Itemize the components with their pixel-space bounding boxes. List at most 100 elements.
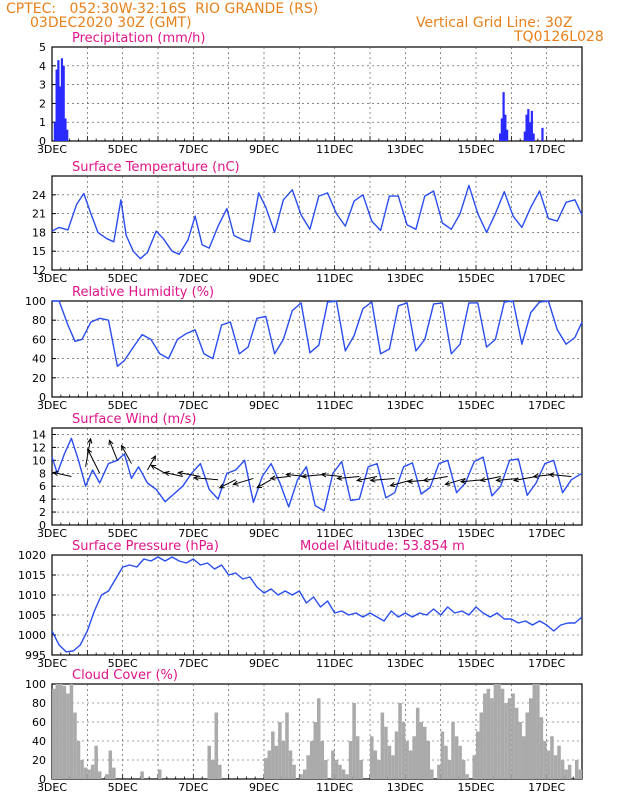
y-tick-label: 1020	[18, 549, 46, 562]
cloud-bar	[550, 736, 554, 779]
wind-arrow-head	[548, 472, 555, 478]
cloud-bar	[444, 745, 448, 779]
cloud-bar	[507, 698, 512, 779]
x-tick-label: 17DEC	[528, 527, 565, 540]
wind-arrow-head	[285, 472, 292, 478]
series-line	[51, 437, 583, 512]
wind-arrow	[146, 455, 156, 471]
cloud-bar	[511, 693, 515, 779]
series-line	[52, 300, 583, 367]
precip-bar	[60, 58, 64, 141]
cloud-bar	[359, 760, 363, 779]
x-tick-label: 5DEC	[108, 143, 138, 156]
cloud-bar	[140, 771, 144, 779]
x-tick-label: 5DEC	[108, 399, 138, 412]
cloud-bar	[288, 750, 293, 779]
x-tick-label: 3DEC	[37, 399, 67, 412]
cloud-bar	[52, 688, 56, 779]
cloud-bar	[440, 731, 445, 779]
cloud-bar	[472, 755, 476, 779]
cloud-bar	[355, 736, 360, 779]
wind-arrow-head	[218, 483, 225, 489]
x-tick-label: 15DEC	[457, 399, 494, 412]
wind-arrow-head	[108, 439, 114, 446]
x-tick-label: 15DEC	[457, 527, 494, 540]
cloud-bar	[94, 745, 98, 779]
cloud-bar	[207, 745, 211, 779]
cloud-bar	[387, 745, 392, 779]
wind-arrow	[164, 472, 183, 477]
y-tick-label: 0	[39, 135, 46, 148]
cloud-bar	[264, 758, 268, 779]
panel-4: 995 1000 1005 1010 1015 1020 3DEC 5DEC 7DEC 9DEC 1…	[18, 539, 583, 670]
x-tick-label: 11DEC	[316, 399, 353, 412]
wind-arrow-head	[52, 470, 59, 476]
wind-arrow-head	[406, 478, 413, 484]
y-tick-label: 995	[25, 649, 46, 662]
cloud-bar	[447, 760, 452, 779]
y-tick-label: 12	[32, 441, 46, 454]
wind-arrow	[53, 472, 72, 477]
wind-arrow	[321, 474, 342, 477]
y-tick-label: 2	[39, 97, 46, 110]
wind-arrow-head	[300, 473, 307, 479]
y-tick-label: 100	[25, 295, 46, 308]
cloud-bar	[483, 693, 487, 779]
cloud-bar	[539, 717, 544, 779]
x-tick-label: 3DEC	[37, 143, 67, 156]
panel-1: 12 15 18 21 24 3DEC 5DEC 7DEC 9DEC 11DEC 13DEC 15DE…	[32, 160, 583, 285]
y-tick-label: 100	[25, 678, 46, 691]
wind-arrow	[496, 477, 519, 481]
x-tick-label: 9DEC	[249, 657, 279, 670]
cloud-bar	[451, 722, 455, 779]
y-tick-label: 21	[32, 208, 46, 221]
precip-bar	[498, 133, 502, 141]
x-tick-label: 7DEC	[178, 657, 208, 670]
wind-arrow-head	[532, 473, 539, 479]
header-date: 03DEC2020 30Z (GMT)	[30, 15, 192, 31]
cloud-bar	[497, 684, 501, 779]
panel-5: 0 20 40 60 80 100 3DEC 5DEC 7DEC 9DEC 11DEC 13DEC 15…	[25, 668, 583, 794]
precip-bar	[53, 122, 56, 141]
panel-title: Surface Pressure (hPa)	[72, 539, 219, 554]
x-tick-label: 7DEC	[178, 781, 208, 794]
precip-bar	[502, 92, 505, 141]
series-line	[51, 556, 583, 653]
wind-arrow	[233, 477, 254, 485]
cloud-bar	[401, 722, 406, 779]
wind-arrow-head	[320, 472, 327, 478]
panel-title: Surface Temperature (nC)	[72, 160, 240, 175]
x-tick-label: 9DEC	[249, 399, 279, 412]
x-tick-label: 9DEC	[249, 781, 279, 794]
precip-bar	[59, 86, 62, 141]
wind-arrow-head	[87, 437, 93, 444]
wind-arrow-head	[151, 454, 156, 462]
cloud-bar	[373, 750, 378, 779]
cloud-bar	[465, 774, 469, 779]
wind-arrow-head	[369, 477, 376, 483]
y-tick-label: 3	[39, 79, 46, 92]
wind-arrow	[256, 479, 272, 489]
x-tick-label: 11DEC	[316, 781, 353, 794]
cloud-bar	[408, 750, 413, 779]
x-tick-label: 17DEC	[528, 399, 565, 412]
x-tick-label: 17DEC	[528, 781, 565, 794]
cloud-bar	[574, 760, 579, 779]
cloud-bar	[479, 712, 484, 779]
x-tick-label: 11DEC	[316, 527, 353, 540]
cloud-bar	[83, 767, 88, 779]
wind-arrow-head	[479, 477, 486, 483]
x-tick-label: 15DEC	[457, 781, 494, 794]
wind-arrow-head	[389, 482, 396, 488]
y-tick-label: 5	[39, 41, 46, 54]
precip-bar	[523, 131, 526, 141]
panel-annotation: Model Altitude: 53.854 m	[300, 539, 465, 554]
series-line	[51, 184, 583, 260]
cloud-bar	[546, 750, 551, 779]
precip-bar	[506, 129, 509, 141]
precip-bar	[55, 69, 58, 141]
cloud-bar	[285, 712, 289, 779]
cloud-bar	[490, 698, 494, 779]
cloud-bar	[278, 722, 282, 779]
panel-title: Surface Wind (m/s)	[72, 412, 196, 427]
